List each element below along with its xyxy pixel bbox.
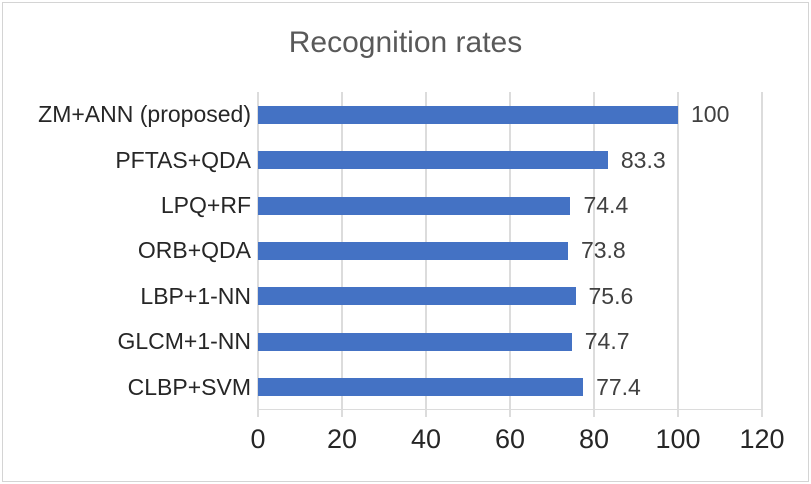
axis-tick [257,410,259,417]
category-row: GLCM+1-NN [11,319,251,364]
data-label: 73.8 [580,237,626,264]
category-label: LBP+1-NN [140,282,251,309]
category-row: CLBP+SVM [11,365,251,410]
y-axis-category-labels: ZM+ANN (proposed) PFTAS+QDA LPQ+RF ORB+QDA L… [11,92,251,410]
axis-tick [761,410,763,417]
x-axis-tick-label: 60 [494,424,526,454]
category-row: LBP+1-NN [11,274,251,319]
data-label: 74.4 [583,192,629,219]
x-axis-tick-label: 20 [326,424,358,454]
chart-title: Recognition rates [288,26,523,59]
plot-area: 100 83.3 74.4 73.8 75.6 74.7 77.4 [257,92,763,417]
bar-row: 100 [258,92,762,137]
x-axis-tick-label: 0 [250,424,266,454]
axis-tick [425,410,427,417]
x-axis-tick-label: 100 [655,424,701,454]
x-axis-tick-label: 120 [739,424,785,454]
bar [258,151,608,170]
data-label: 75.6 [588,282,634,309]
bar [258,241,568,260]
bar-series: 100 83.3 74.4 73.8 75.6 74.7 77.4 [258,92,762,410]
data-label: 100 [691,101,730,128]
bar [258,196,571,215]
x-axis-tick-label: 80 [578,424,610,454]
bar [258,105,678,124]
bar [258,332,572,351]
category-label: PFTAS+QDA [115,146,251,173]
axis-tick [509,410,511,417]
category-row: ZM+ANN (proposed) [11,92,251,137]
gridline [677,92,679,410]
x-axis-tick-label: 40 [410,424,442,454]
category-row: ORB+QDA [11,228,251,273]
category-label: ZM+ANN (proposed) [38,101,251,128]
bar-row: 75.6 [258,274,762,319]
bar-row: 73.8 [258,228,762,273]
bar-row: 77.4 [258,365,762,410]
axis-tick [341,410,343,417]
category-label: ORB+QDA [137,237,251,264]
x-axis-tick-labels: 0 20 40 60 80 100 120 [250,424,784,460]
category-row: LPQ+RF [11,183,251,228]
category-label: CLBP+SVM [127,373,251,400]
gridline [761,92,763,410]
x-axis-line [258,409,762,410]
category-label: GLCM+1-NN [117,328,251,355]
category-label: LPQ+RF [160,192,251,219]
gridline [593,92,595,410]
axis-tick [677,410,679,417]
bar-row: 74.4 [258,183,762,228]
data-label: 77.4 [596,373,641,400]
category-row: PFTAS+QDA [11,137,251,182]
axis-tick [593,410,595,417]
bar [258,287,576,306]
data-label: 74.7 [584,328,630,355]
bar [258,378,584,397]
bar-row: 74.7 [258,319,762,364]
bar-row: 83.3 [258,137,762,182]
data-label: 83.3 [620,146,666,173]
